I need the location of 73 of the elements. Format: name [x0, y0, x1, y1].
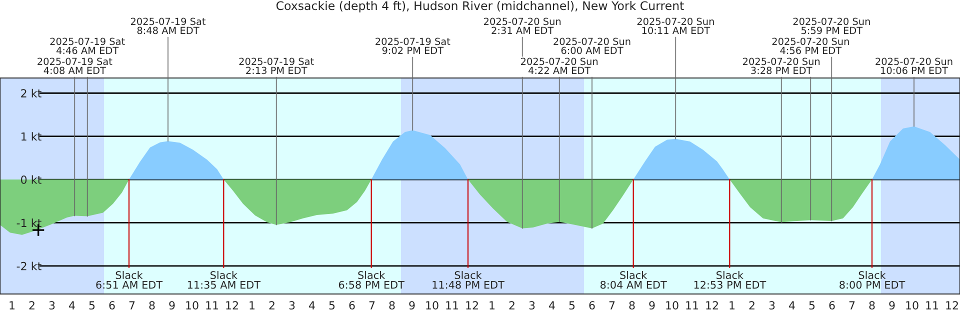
annotation: Slack 8:04 AM EDT — [600, 270, 667, 289]
x-tick-label: 10 — [186, 301, 198, 310]
annotation: Slack 12:53 PM EDT — [694, 270, 766, 289]
x-tick-label: 11 — [446, 301, 458, 310]
x-tick-label: 6 — [109, 301, 115, 310]
x-tick-label: 3 — [529, 301, 535, 310]
y-tick-label: 2 kt — [21, 88, 42, 98]
annotation: 2025-07-19 Sat 9:02 PM EDT — [376, 38, 450, 54]
annotation: 2025-07-20 Sun 10:06 PM EDT — [876, 58, 952, 74]
x-tick-label: 12 — [946, 301, 958, 310]
x-tick-label: 5 — [89, 301, 95, 310]
x-tick-label: 5 — [809, 301, 815, 310]
annotation: 2025-07-19 Sat 2:13 PM EDT — [239, 58, 314, 74]
x-tick-label: 7 — [609, 301, 615, 310]
x-tick-label: 4 — [549, 301, 555, 310]
chart-title: Coxsackie (depth 4 ft), Hudson River (midchannel), New York Current — [276, 1, 684, 12]
x-tick-label: 9 — [889, 301, 895, 310]
x-tick-label: 2 — [269, 301, 274, 310]
x-tick-label: 8 — [149, 301, 155, 310]
x-tick-label: 6 — [829, 301, 835, 310]
x-tick-label: 9 — [649, 301, 655, 310]
x-tick-label: 8 — [629, 301, 635, 310]
annotation: 2025-07-20 Sun 10:11 AM EDT — [637, 18, 714, 34]
x-tick-label: 6 — [349, 301, 355, 310]
x-tick-label: 4 — [789, 301, 795, 310]
x-tick-label: 1 — [10, 301, 15, 310]
x-tick-label: 10 — [666, 301, 678, 310]
x-tick-label: 6 — [589, 301, 595, 310]
x-tick-label: 1 — [730, 301, 735, 310]
x-tick-label: 4 — [69, 301, 75, 310]
y-tick-label: -1 kt — [16, 218, 42, 227]
annotation: 2025-07-19 Sat 4:46 AM EDT — [50, 38, 125, 54]
annotation: 2025-07-20 Sun 6:00 AM EDT — [554, 38, 630, 54]
y-tick-label: -2 kt — [16, 262, 42, 270]
annotation: Slack 8:00 PM EDT — [840, 270, 906, 289]
x-tick-label: 3 — [769, 301, 775, 310]
annotation: 2025-07-20 Sun 4:56 PM EDT — [772, 38, 849, 54]
x-tick-label: 12 — [706, 301, 718, 310]
x-tick-label: 12 — [466, 301, 478, 310]
annotation: 2025-07-20 Sun 5:59 PM EDT — [793, 18, 870, 34]
x-tick-label: 5 — [569, 301, 575, 310]
x-tick-label: 11 — [686, 301, 698, 310]
x-tick-label: 9 — [169, 301, 175, 310]
x-tick-label: 12 — [226, 301, 238, 310]
x-tick-label: 7 — [849, 301, 855, 310]
x-tick-label: 11 — [206, 301, 218, 310]
annotation: 2025-07-19 Sat 8:48 AM EDT — [130, 18, 206, 34]
x-tick-label: 8 — [389, 301, 395, 310]
x-tick-label: 10 — [906, 301, 918, 310]
annotation: 2025-07-20 Sun 2:31 AM EDT — [484, 18, 561, 34]
annotation: 2025-07-19 Sat 4:08 AM EDT — [38, 58, 112, 74]
x-tick-label: 3 — [49, 301, 55, 310]
annotation: Slack 11:48 PM EDT — [432, 270, 504, 289]
x-tick-label: 2 — [749, 301, 754, 310]
x-tick-label: 7 — [129, 301, 135, 310]
annotation: 2025-07-20 Sun 3:28 PM EDT — [743, 58, 820, 74]
x-tick-label: 4 — [309, 301, 315, 310]
annotation: Slack 11:35 AM EDT — [188, 270, 261, 289]
x-tick-label: 11 — [926, 301, 938, 310]
x-tick-label: 2 — [29, 301, 34, 310]
annotation: Slack 6:58 PM EDT — [338, 270, 404, 289]
y-tick-label: 1 kt — [21, 132, 42, 141]
x-tick-label: 5 — [329, 301, 335, 310]
x-tick-label: 8 — [869, 301, 875, 310]
x-tick-label: 2 — [509, 301, 514, 310]
annotation: 2025-07-20 Sun 4:22 AM EDT — [521, 58, 598, 74]
annotation: Slack 6:51 AM EDT — [96, 270, 163, 289]
x-tick-label: 10 — [426, 301, 438, 310]
x-tick-label: 7 — [369, 301, 375, 310]
x-tick-label: 1 — [490, 301, 495, 310]
x-tick-label: 9 — [409, 301, 415, 310]
x-tick-label: 3 — [289, 301, 295, 310]
x-tick-label: 1 — [250, 301, 255, 310]
